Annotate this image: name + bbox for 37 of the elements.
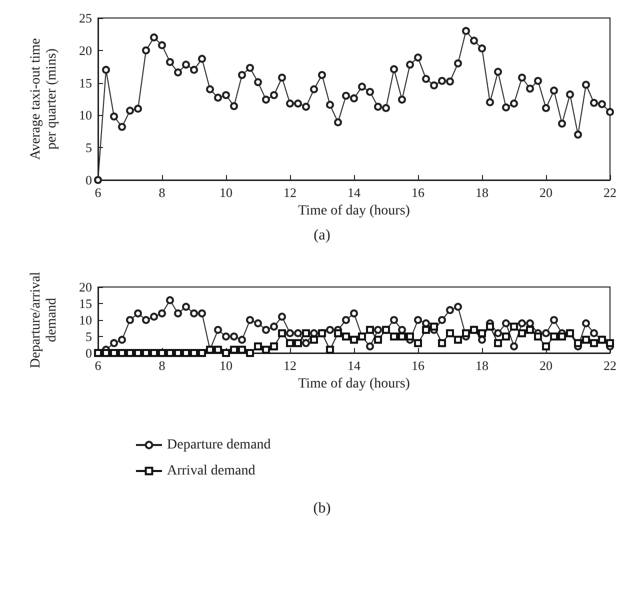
y-tick-label: 5 xyxy=(86,140,92,156)
y-tick-label: 0 xyxy=(86,172,92,188)
text: (a) xyxy=(314,228,330,244)
x-axis-title: Time of day (hours) xyxy=(298,376,410,392)
y-tick-label: 0 xyxy=(86,346,92,360)
x-tick-label: 8 xyxy=(158,185,166,200)
y-axis-title: Average taxi-out time per quarter (mins) xyxy=(28,38,60,160)
x-tick-label: 22 xyxy=(604,358,616,373)
y-tick-label: 20 xyxy=(79,42,92,58)
x-tick-label: 8 xyxy=(158,358,166,373)
x-tick-label: 16 xyxy=(412,358,425,373)
y-tick-label: 15 xyxy=(79,296,92,311)
x-tick-label: 12 xyxy=(284,358,296,373)
y-axis-title: Departure/arrival demand xyxy=(28,272,60,368)
x-tick-label: 12 xyxy=(284,185,296,200)
y-tick-label: 5 xyxy=(86,329,92,344)
x-tick-label: 20 xyxy=(540,358,552,373)
legend-label: Arrival demand xyxy=(167,464,256,478)
x-axis-title: Time of day (hours) xyxy=(298,204,410,218)
x-tick-label: 22 xyxy=(604,185,616,200)
x-tick-label: 18 xyxy=(476,358,488,373)
y-tick-label: 25 xyxy=(79,10,92,26)
x-tick-label: 14 xyxy=(348,185,361,200)
legend-label: Departure demand xyxy=(167,438,271,452)
y-tick-label: 15 xyxy=(79,75,92,90)
x-tick-label: 14 xyxy=(348,358,361,373)
x-tick-label: 10 xyxy=(220,358,232,373)
y-tick-label: 20 xyxy=(79,280,92,294)
x-tick-label: 16 xyxy=(412,185,425,200)
x-tick-label: 6 xyxy=(94,358,102,373)
x-tick-label: 6 xyxy=(94,185,102,200)
x-tick-label: 18 xyxy=(476,185,488,200)
text: (b) xyxy=(313,500,331,516)
x-tick-label: 20 xyxy=(540,185,552,200)
y-tick-label: 10 xyxy=(79,108,92,123)
x-tick-label: 10 xyxy=(220,185,232,200)
y-tick-label: 10 xyxy=(79,312,92,328)
